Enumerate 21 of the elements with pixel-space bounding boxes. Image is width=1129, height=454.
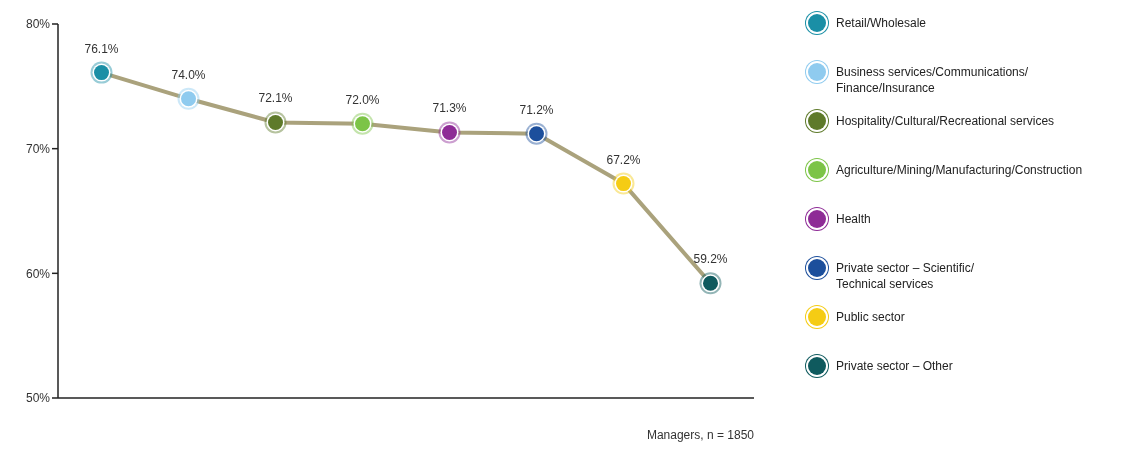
data-label: 71.2% — [519, 102, 554, 117]
data-label: 74.0% — [171, 67, 206, 82]
y-tick-label: 60% — [25, 266, 51, 281]
data-label: 71.3% — [432, 101, 467, 116]
y-tick-label: 70% — [25, 141, 51, 156]
legend-label: Private sector – Other — [836, 358, 953, 374]
legend-label: Business services/Communications/ Finance/Insurance — [836, 64, 1029, 96]
data-label: 72.1% — [258, 91, 293, 106]
text: Managers, n = 1850 — [645, 428, 754, 442]
legend-label: Agriculture/Mining/Manufacturing/Construction — [836, 162, 1083, 178]
legend-label: Health — [836, 211, 871, 227]
legend-label: Hospitality/Cultural/Recreational services — [836, 113, 1055, 129]
data-label: 72.0% — [345, 92, 380, 107]
data-label: 67.2% — [606, 152, 641, 167]
y-tick-label: 80% — [25, 17, 51, 32]
legend-label: Private sector – Scientific/ Technical services — [836, 260, 975, 292]
y-tick-label: 50% — [25, 391, 51, 406]
legend-label: Retail/Wholesale — [836, 15, 927, 31]
data-label: 76.1% — [84, 41, 119, 56]
data-label: 59.2% — [693, 252, 728, 267]
legend-label: Public sector — [836, 309, 905, 325]
